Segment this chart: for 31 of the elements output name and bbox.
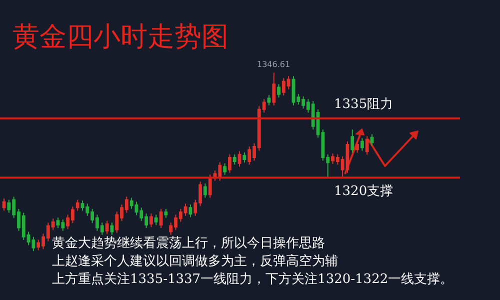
candlestick [110, 222, 114, 236]
candlestick [350, 128, 354, 154]
annotation: 黄金大趋势继续看震荡上行，所以今日操作思路 [52, 236, 325, 251]
candlestick [370, 134, 374, 146]
candlestick [228, 154, 232, 174]
candlestick [360, 138, 364, 152]
text: 黄金四小时走势图 [12, 21, 228, 52]
candlestick [208, 174, 212, 198]
candlestick [76, 199, 80, 212]
candlestick [188, 204, 192, 218]
candlestick [238, 150, 242, 168]
candlestick [154, 214, 158, 226]
candlestick [203, 183, 207, 198]
candlestick [242, 152, 246, 164]
candlestick [2, 198, 6, 212]
candlestick [150, 213, 153, 228]
candlestick [356, 140, 359, 154]
candlestick [159, 208, 163, 229]
candlestick [365, 136, 369, 156]
annotation: 上方重点关注1335-1337一线阻力，下方关注1320-1322一线支撑。 [52, 271, 454, 287]
candlestick [164, 208, 168, 218]
candlestick [272, 72, 276, 106]
ref-line-label: 1320支撑 [334, 184, 394, 199]
candlestick [223, 162, 226, 176]
candlestick [277, 84, 280, 98]
candlestick [105, 220, 109, 235]
candlestick [232, 154, 236, 166]
candlestick [267, 94, 271, 106]
ref-line-label: 1335阻力 [334, 97, 394, 112]
annotation: 1346.61 [257, 60, 290, 69]
annotation: 上赵逢采个人建议以回调做多为主，反弹高空为辅 [52, 253, 338, 269]
